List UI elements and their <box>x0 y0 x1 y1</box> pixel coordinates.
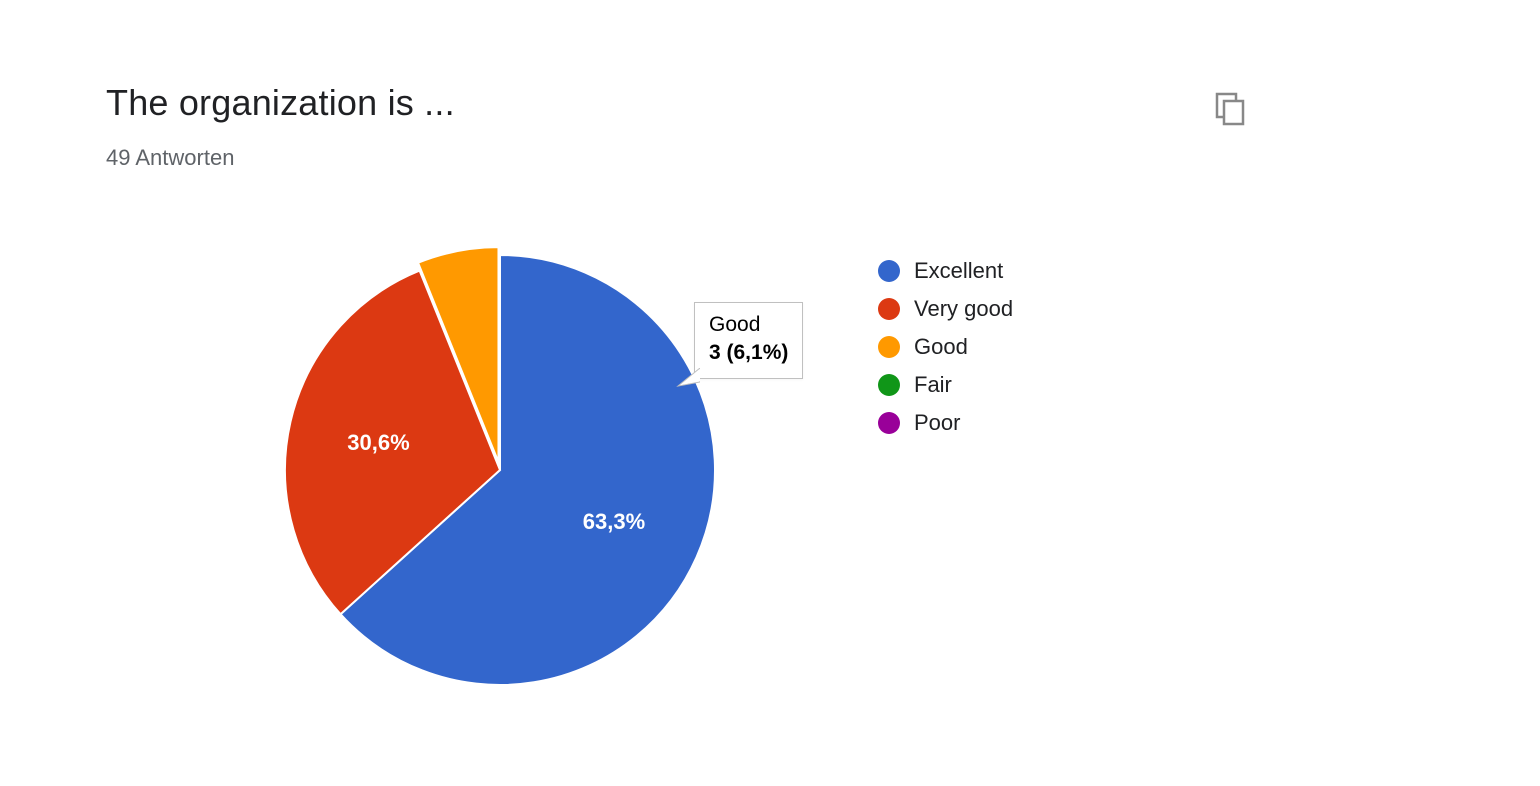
legend-swatch <box>878 336 900 358</box>
legend-label: Fair <box>914 372 952 398</box>
legend-label: Good <box>914 334 968 360</box>
legend-label: Very good <box>914 296 1013 322</box>
legend-item-fair[interactable]: Fair <box>878 372 1013 398</box>
chart-title: The organization is ... <box>106 82 455 124</box>
copy-icon[interactable] <box>1215 92 1245 126</box>
response-count: 49 Antworten <box>106 145 234 171</box>
legend-swatch <box>878 298 900 320</box>
legend-item-excellent[interactable]: Excellent <box>878 258 1013 284</box>
legend-swatch <box>878 260 900 282</box>
tooltip-label: Good <box>709 311 788 339</box>
legend-label: Excellent <box>914 258 1003 284</box>
legend-item-very-good[interactable]: Very good <box>878 296 1013 322</box>
legend: Excellent Very good Good Fair Poor <box>878 258 1013 448</box>
pie-chart <box>190 200 800 760</box>
slice-tooltip: Good 3 (6,1%) <box>694 302 803 379</box>
legend-swatch <box>878 374 900 396</box>
legend-item-good[interactable]: Good <box>878 334 1013 360</box>
legend-item-poor[interactable]: Poor <box>878 410 1013 436</box>
legend-swatch <box>878 412 900 434</box>
tooltip-value: 3 (6,1%) <box>709 339 788 367</box>
legend-label: Poor <box>914 410 960 436</box>
